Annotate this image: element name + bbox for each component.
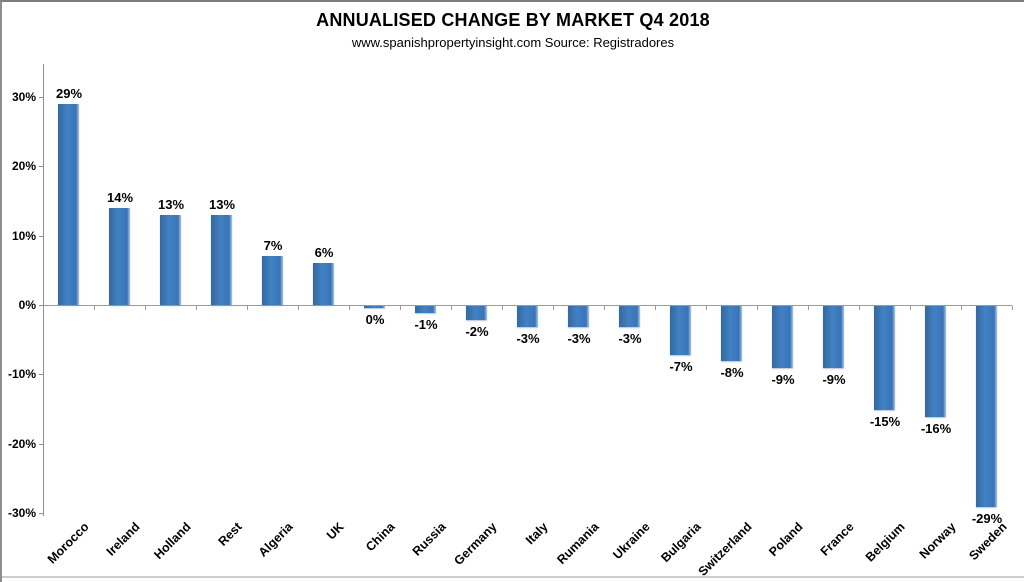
bar-value-label: -8% [720,365,744,380]
category-tick-mark [94,306,95,310]
y-axis-tick-label: -10% [7,367,36,382]
bar-value-label: -3% [516,331,540,346]
bar-algeria [262,256,283,305]
chart-subtitle: www.spanishpropertyinsight.com Source: R… [351,35,675,50]
category-tick-mark [145,306,146,310]
category-tick-mark [910,306,911,310]
bar-russia [415,306,436,313]
category-tick-mark [655,306,656,310]
bar-sweden [976,306,997,507]
category-tick-mark [757,306,758,310]
bar-value-label: 13% [157,197,185,212]
bar-value-label: -7% [669,359,693,374]
bar-uk [313,263,334,305]
y-axis-tick-label: 20% [11,159,36,174]
bar-ireland [109,208,130,305]
y-axis-tick-mark [39,235,44,237]
bar-value-label: 0% [365,312,385,327]
bar-italy [517,306,538,327]
y-axis-tick-mark [39,512,44,514]
bar-value-label: -3% [567,331,591,346]
category-tick-mark [502,306,503,310]
y-axis-tick-label: -20% [7,436,36,451]
category-tick-mark [400,306,401,310]
category-tick-mark [859,306,860,310]
bar-rest [211,215,232,305]
chart-title: ANNUALISED CHANGE BY MARKET Q4 2018 [316,10,710,30]
bar-poland [772,306,793,368]
bar-bulgaria [670,306,691,355]
category-tick-mark [1012,306,1013,310]
bar-morocco [58,104,79,305]
bar-value-label: -9% [771,372,795,387]
y-axis-tick-mark [39,97,44,98]
bar-france [823,306,844,368]
bar-belgium [874,306,895,410]
bar-value-label: 29% [55,86,83,101]
x-axis-zero-line [43,305,1012,306]
y-axis-tick-label: 10% [11,228,36,243]
category-tick-mark [43,306,44,310]
bar-holland [160,215,181,305]
category-tick-mark [961,306,962,310]
category-tick-mark [553,306,554,310]
category-tick-mark [451,306,452,310]
category-tick-mark [604,306,605,310]
category-tick-mark [349,306,350,310]
y-axis-tick-label: -30% [7,505,36,520]
category-tick-mark [247,306,248,310]
bar-rumania [568,306,589,327]
bar-value-label: 7% [263,238,283,253]
bar-value-label: -16% [920,421,952,436]
y-axis-line [43,64,44,516]
bar-value-label: -15% [869,414,901,429]
chart-bottom-border [2,576,1024,578]
category-tick-mark [298,306,299,310]
y-axis-tick-label: 0% [18,298,36,312]
bar-value-label: -2% [465,324,489,339]
category-tick-mark [196,306,197,310]
category-tick-mark [706,306,707,310]
y-axis-tick-mark [39,374,44,376]
bar-switzerland [721,306,742,361]
bar-value-label: -1% [414,317,438,332]
y-axis-tick-mark [39,443,44,445]
y-axis-tick-mark [39,166,44,168]
y-axis-tick-label: 30% [11,90,36,104]
bar-ukraine [619,306,640,327]
bar-germany [466,306,487,320]
y-axis-tick-mark [39,305,44,306]
bar-value-label: 13% [208,197,236,212]
category-tick-mark [808,306,809,310]
bar-value-label: -9% [822,372,846,387]
bar-value-label: 6% [314,245,334,260]
bar-value-label: 14% [106,190,134,205]
bar-norway [925,306,946,417]
bar-china [364,306,385,308]
bar-value-label: -29% [971,511,1003,526]
bar-value-label: -3% [618,331,642,346]
